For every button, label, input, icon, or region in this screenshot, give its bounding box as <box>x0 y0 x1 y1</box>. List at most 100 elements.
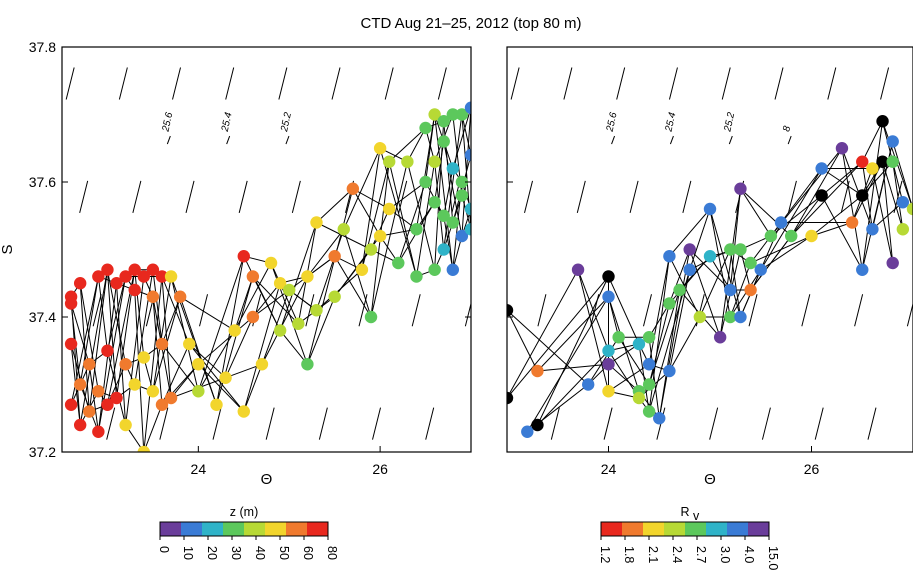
isopycnal-tick <box>854 294 864 327</box>
data-point <box>146 385 160 398</box>
data-point <box>119 418 132 432</box>
data-point <box>785 229 798 243</box>
data-point <box>110 277 123 290</box>
data-point <box>428 263 441 276</box>
colorbar-swatch <box>601 522 623 536</box>
data-point <box>373 142 387 155</box>
data-point <box>464 202 471 216</box>
data-point <box>346 182 360 195</box>
data-point <box>64 297 78 310</box>
data-point <box>128 283 141 297</box>
colorbar-swatch <box>160 522 182 536</box>
data-point <box>856 189 869 202</box>
isopycnal-tick <box>437 67 447 100</box>
x-tick-label: 26 <box>804 461 820 477</box>
isopycnal-tick <box>265 407 275 440</box>
colorbar-swatch <box>202 522 224 536</box>
colorbar-swatch <box>181 522 203 536</box>
isopycnal-label: 25.4 <box>663 111 678 134</box>
isopycnal-tick <box>787 135 792 145</box>
x-tick-label: 24 <box>191 461 207 477</box>
isopycnal-tick <box>906 301 913 327</box>
data-point <box>328 250 341 263</box>
data-point <box>255 358 269 371</box>
isopycnal-tick <box>537 294 547 327</box>
isopycnal-tick <box>79 180 89 213</box>
isopycnal-tick <box>709 407 719 440</box>
data-point <box>724 243 737 256</box>
isopycnal-tick <box>172 67 182 100</box>
isopycnal-tick <box>118 67 128 100</box>
data-point <box>896 196 910 209</box>
isopycnal-tick <box>611 135 616 145</box>
data-point <box>237 250 250 263</box>
profile-line <box>507 139 913 419</box>
y-axis-label: S <box>0 244 16 254</box>
y-tick-label: 37.6 <box>29 174 56 190</box>
data-point <box>292 317 305 330</box>
data-point <box>866 223 879 236</box>
colorbar-swatch <box>685 522 707 536</box>
data-point <box>155 337 169 351</box>
colorbar-swatch <box>244 522 266 536</box>
data-point <box>410 270 423 283</box>
isopycnal-tick <box>238 180 248 213</box>
data-point <box>92 270 105 283</box>
data-point <box>383 155 396 168</box>
data-point <box>192 358 205 371</box>
data-point <box>455 108 469 121</box>
data-point <box>410 223 423 236</box>
isopycnal-label: 8 <box>781 125 793 133</box>
colorbar-tick-label: 50 <box>277 546 291 560</box>
isopycnal-tick <box>132 180 142 213</box>
data-point <box>155 270 169 283</box>
data-point <box>237 405 250 418</box>
isopycnal-tick <box>576 180 586 213</box>
data-point <box>866 162 879 175</box>
colorbar-tick-label: 4.0 <box>742 546 756 563</box>
data-point <box>392 256 405 270</box>
data-point <box>246 310 260 324</box>
data-point <box>744 283 757 297</box>
data-point <box>364 310 378 324</box>
data-point <box>355 263 369 276</box>
colorbar-label: R <box>680 505 689 519</box>
data-point <box>92 385 105 398</box>
data-point <box>83 405 96 418</box>
isopycnal-label: 25.4 <box>220 111 235 134</box>
data-point <box>507 304 514 317</box>
data-point <box>455 229 469 243</box>
colorbar-z: z (m) 0 10 20 30 40 50 60 80 <box>157 505 339 560</box>
isopycnal-tick <box>616 67 626 100</box>
data-point <box>383 202 396 216</box>
data-point <box>437 243 450 256</box>
isopycnal-tick <box>464 301 471 327</box>
data-point <box>119 358 132 371</box>
data-point <box>419 121 432 135</box>
colorbar-tick-label: 30 <box>229 546 243 560</box>
data-point <box>446 216 460 229</box>
left-panel-zm: 25.6 25.4 25.2 24 26 Θ 37.2 37.4 37.6 37.8 S <box>0 39 472 488</box>
isopycnal-tick <box>682 180 692 213</box>
data-point <box>602 385 615 398</box>
colorbar-tick-label: 20 <box>205 546 219 560</box>
colorbar-tick-label: 1.8 <box>622 546 636 563</box>
data-point <box>815 162 828 175</box>
profile-line <box>70 141 471 426</box>
isopycnal-tick <box>880 67 890 100</box>
colorbar-swatch <box>223 522 245 536</box>
data-point <box>805 229 818 243</box>
isopycnal-tick <box>603 407 613 440</box>
data-point <box>693 310 707 324</box>
data-point <box>428 196 441 209</box>
isopycnal-tick <box>291 180 301 213</box>
isopycnal-tick <box>669 135 674 145</box>
data-point <box>73 378 87 391</box>
isopycnal-tick <box>774 67 784 100</box>
isopycnal-tick <box>787 180 797 213</box>
data-point <box>119 270 132 283</box>
y-tick-label: 37.2 <box>29 444 56 460</box>
isopycnal-tick <box>159 407 169 440</box>
data-point <box>886 135 899 148</box>
colorbar-swatch <box>727 522 749 536</box>
